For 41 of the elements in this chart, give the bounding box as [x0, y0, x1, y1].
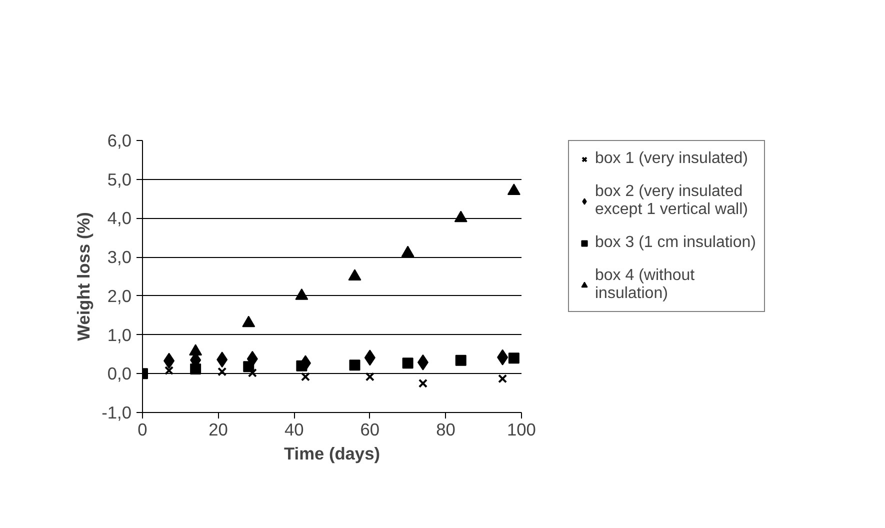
x-tick-label: 100	[507, 420, 536, 440]
point	[365, 372, 374, 382]
y-axis-title: Weight loss (%)	[74, 212, 94, 341]
y-tick-label: 4,0	[107, 208, 132, 228]
point	[498, 374, 508, 384]
x-tick-label: 80	[436, 420, 456, 440]
point	[218, 367, 227, 376]
point	[242, 316, 256, 328]
point	[190, 363, 202, 374]
point	[508, 352, 520, 364]
x-tick-label: 20	[208, 420, 228, 440]
point	[454, 210, 468, 222]
y-tick-label: 1,0	[107, 324, 132, 345]
x-tick-label: 0	[138, 420, 148, 440]
point	[243, 361, 254, 372]
point	[348, 269, 362, 280]
y-tick-label: 2,0	[107, 286, 132, 306]
y-tick-label: 5,0	[107, 169, 132, 190]
y-tick-label: -1,0	[102, 402, 132, 422]
point	[402, 358, 414, 369]
x-tick-label: 60	[360, 420, 380, 440]
point	[300, 372, 310, 382]
legend-label: box 4 (without insulation)	[595, 267, 695, 303]
y-tick-label: 3,0	[107, 247, 132, 268]
x-tick-label: 40	[284, 420, 304, 440]
point	[507, 184, 520, 195]
point	[164, 366, 174, 376]
x-axis-title: Time (days)	[284, 444, 380, 464]
point	[455, 354, 466, 366]
legend-label: box 2 (very insulated except 1 vertical wall)	[595, 183, 748, 219]
y-tick-label: 0,0	[107, 364, 132, 384]
legend-label: box 3 (1 cm insulation)	[595, 234, 756, 252]
point	[349, 360, 360, 371]
legend-label: box 1 (very insulated)	[595, 150, 748, 168]
point	[296, 360, 308, 372]
point	[295, 288, 308, 300]
y-tick-label: 6,0	[107, 130, 132, 150]
point	[189, 344, 202, 356]
point	[418, 378, 428, 388]
point	[401, 246, 414, 258]
point	[248, 368, 257, 378]
